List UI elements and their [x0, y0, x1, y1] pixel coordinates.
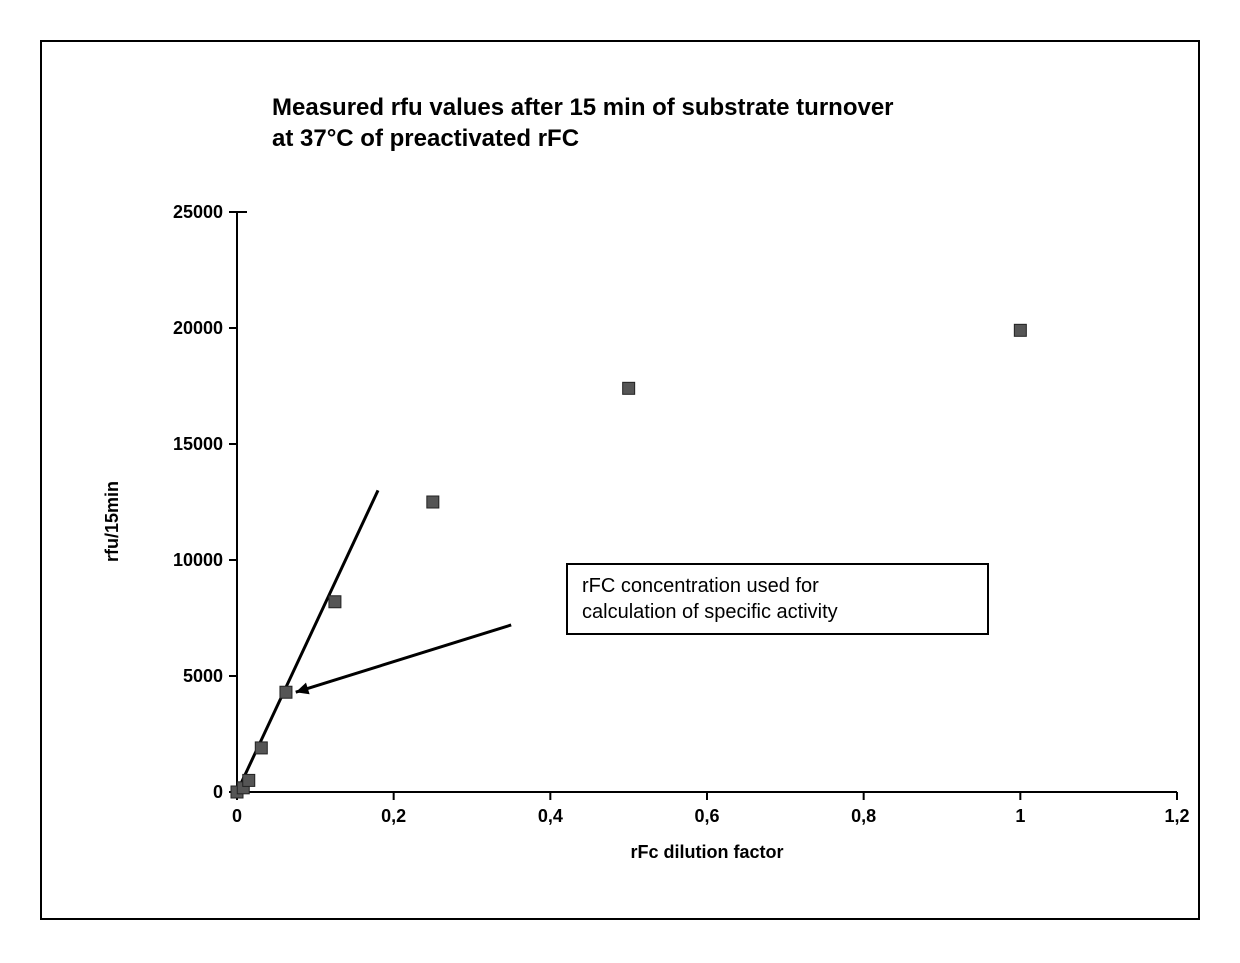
x-tick-label: 0,4	[538, 806, 563, 826]
y-tick-label: 20000	[173, 318, 223, 338]
y-tick-label: 5000	[183, 666, 223, 686]
x-tick-label: 0,6	[694, 806, 719, 826]
x-tick-label: 1	[1015, 806, 1025, 826]
y-tick-label: 10000	[173, 550, 223, 570]
y-tick-label: 0	[213, 782, 223, 802]
x-tick-label: 0,8	[851, 806, 876, 826]
y-axis-label: rfu/15min	[102, 481, 123, 562]
chart-title: Measured rfu values after 15 min of subs…	[272, 92, 1092, 154]
chart-title-line1: Measured rfu values after 15 min of subs…	[272, 94, 894, 121]
x-tick-label: 0,2	[381, 806, 406, 826]
annotation-text-line2: calculation of specific activity	[582, 601, 838, 623]
plot-area	[237, 212, 1177, 792]
chart-title-line2: at 37°C of preactivated rFC	[272, 125, 579, 152]
y-tick-label: 25000	[173, 202, 223, 222]
x-axis-label: rFc dilution factor	[237, 842, 1177, 863]
x-tick-label: 1,2	[1164, 806, 1189, 826]
annotation-box: rFC concentration used for calculation o…	[566, 563, 989, 635]
chart-frame: Measured rfu values after 15 min of subs…	[40, 40, 1200, 920]
x-tick-label: 0	[232, 806, 242, 826]
y-tick-label: 15000	[173, 434, 223, 454]
annotation-text-line1: rFC concentration used for	[582, 575, 819, 597]
